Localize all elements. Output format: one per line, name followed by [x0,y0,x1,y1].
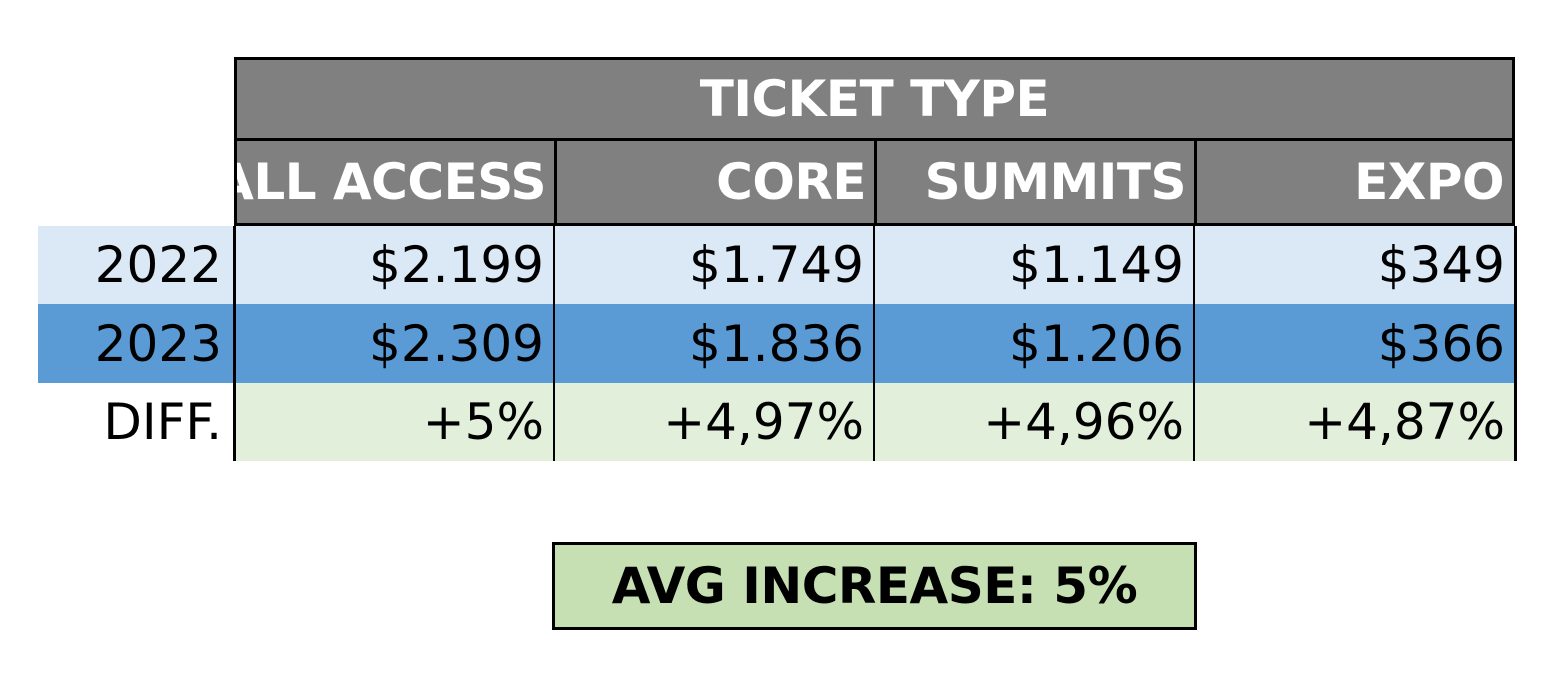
column-header-expo: EXPO [1194,141,1515,226]
row-2022-label: 2022 [38,226,234,304]
table-cell: $2.199 [234,226,554,304]
table-cell: $349 [1194,226,1515,304]
table-cell: +4,97% [554,383,874,461]
table-cell: +4,96% [874,383,1194,461]
table-cell: $1.749 [554,226,874,304]
column-divider [233,226,236,461]
column-header-all-access: ALL ACCESS [234,141,554,226]
table-cell: $1.149 [874,226,1194,304]
table-cell: $366 [1194,304,1515,383]
column-divider [873,226,875,461]
row-2023-label: 2023 [38,304,234,383]
table-cell: +4,87% [1194,383,1515,461]
table-cell: $2.309 [234,304,554,383]
avg-increase-box: AVG INCREASE: 5% [552,542,1197,630]
row-diff-label: DIFF. [38,383,234,461]
column-divider [553,226,555,461]
column-header-summits: SUMMITS [874,141,1194,226]
column-divider [1514,226,1517,461]
column-divider [1193,226,1195,461]
table-title: TICKET TYPE [234,57,1515,141]
table-cell: $1.836 [554,304,874,383]
table-cell: $1.206 [874,304,1194,383]
table-cell: +5% [234,383,554,461]
column-header-core: CORE [554,141,874,226]
